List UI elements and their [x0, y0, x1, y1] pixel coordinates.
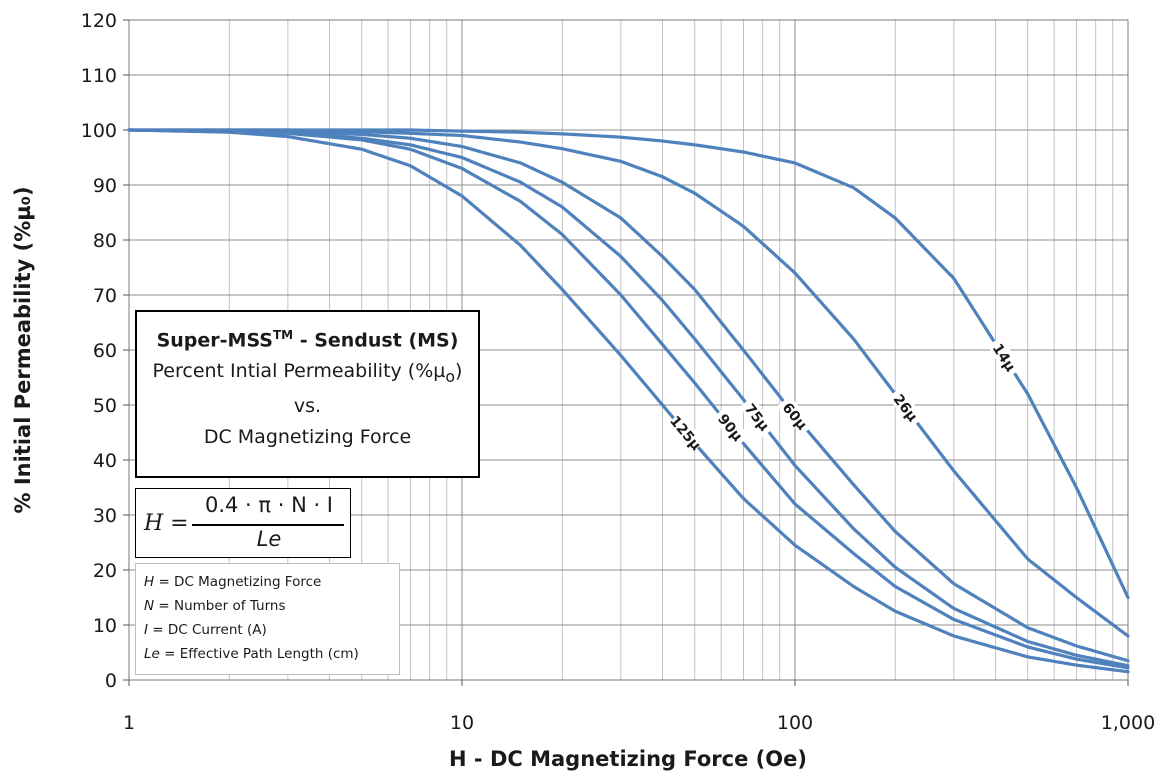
y-tick-label: 60 [93, 340, 117, 362]
chart-title-box: Super-MSSTM - Sendust (MS) Percent Intia… [135, 310, 480, 478]
series-label-bg [739, 396, 776, 437]
series-label-bg [887, 387, 925, 428]
y-tick-label: 100 [81, 120, 117, 142]
formula-numerator: 0.4 · π · N · I [204, 493, 334, 517]
formula-box: H = 0.4 · π · N · I Le [135, 488, 351, 558]
y-tick-label: 10 [93, 615, 117, 637]
series-label-bg [987, 336, 1023, 378]
formula-fraction-bar [192, 524, 344, 526]
legend-item: N = Number of Turns [144, 598, 286, 614]
y-tick-label: 0 [105, 670, 117, 692]
x-tick-label: 100 [777, 712, 813, 734]
legend-item: Le = Effective Path Length (cm) [144, 646, 359, 662]
x-tick-label: 10 [450, 712, 474, 734]
y-tick-label: 90 [93, 175, 117, 197]
x-tick-label: 1,000 [1101, 712, 1155, 734]
chart-subtitle-line: Percent Intial Permeability (%µo) [152, 360, 463, 387]
series-curve-14u [127, 128, 1130, 600]
chart-title: Super-MSSTM - Sendust (MS) [156, 328, 459, 352]
variable-legend: H = DC Magnetizing Force N = Number of T… [135, 563, 400, 675]
legend-item: H = DC Magnetizing Force [144, 574, 322, 590]
series [127, 128, 1130, 674]
y-tick-label: 80 [93, 230, 117, 252]
y-tick-label: 120 [81, 10, 117, 32]
y-tick-label: 20 [93, 560, 117, 582]
series-curve-125u [127, 128, 1130, 674]
y-axis-title: % Initial Permeability (%µ₀) [11, 186, 35, 513]
series-label-bg [667, 412, 705, 453]
y-tick-label: 40 [93, 450, 117, 472]
series-curve-60u [127, 128, 1130, 663]
x-axis: 1 10 100 1,000 [123, 680, 1155, 734]
formula-lhs: H = [144, 511, 189, 536]
x-tick-label: 1 [123, 712, 135, 734]
y-tick-label: 110 [81, 65, 117, 87]
chart-subtitle-vs: vs. [293, 395, 322, 418]
formula-denominator: Le [256, 527, 282, 551]
y-axis: 0 10 20 30 40 50 60 70 80 90 100 110 120 [81, 10, 129, 692]
y-tick-label: 50 [93, 395, 117, 417]
series-label-bg [712, 406, 750, 448]
chart-subtitle-force: DC Magnetizing Force [203, 426, 412, 449]
y-tick-label: 70 [93, 285, 117, 307]
x-axis-title: H - DC Magnetizing Force (Oe) [449, 747, 807, 771]
y-tick-label: 30 [93, 505, 117, 527]
series-label-bg [776, 395, 814, 436]
legend-item: I = DC Current (A) [144, 622, 267, 638]
